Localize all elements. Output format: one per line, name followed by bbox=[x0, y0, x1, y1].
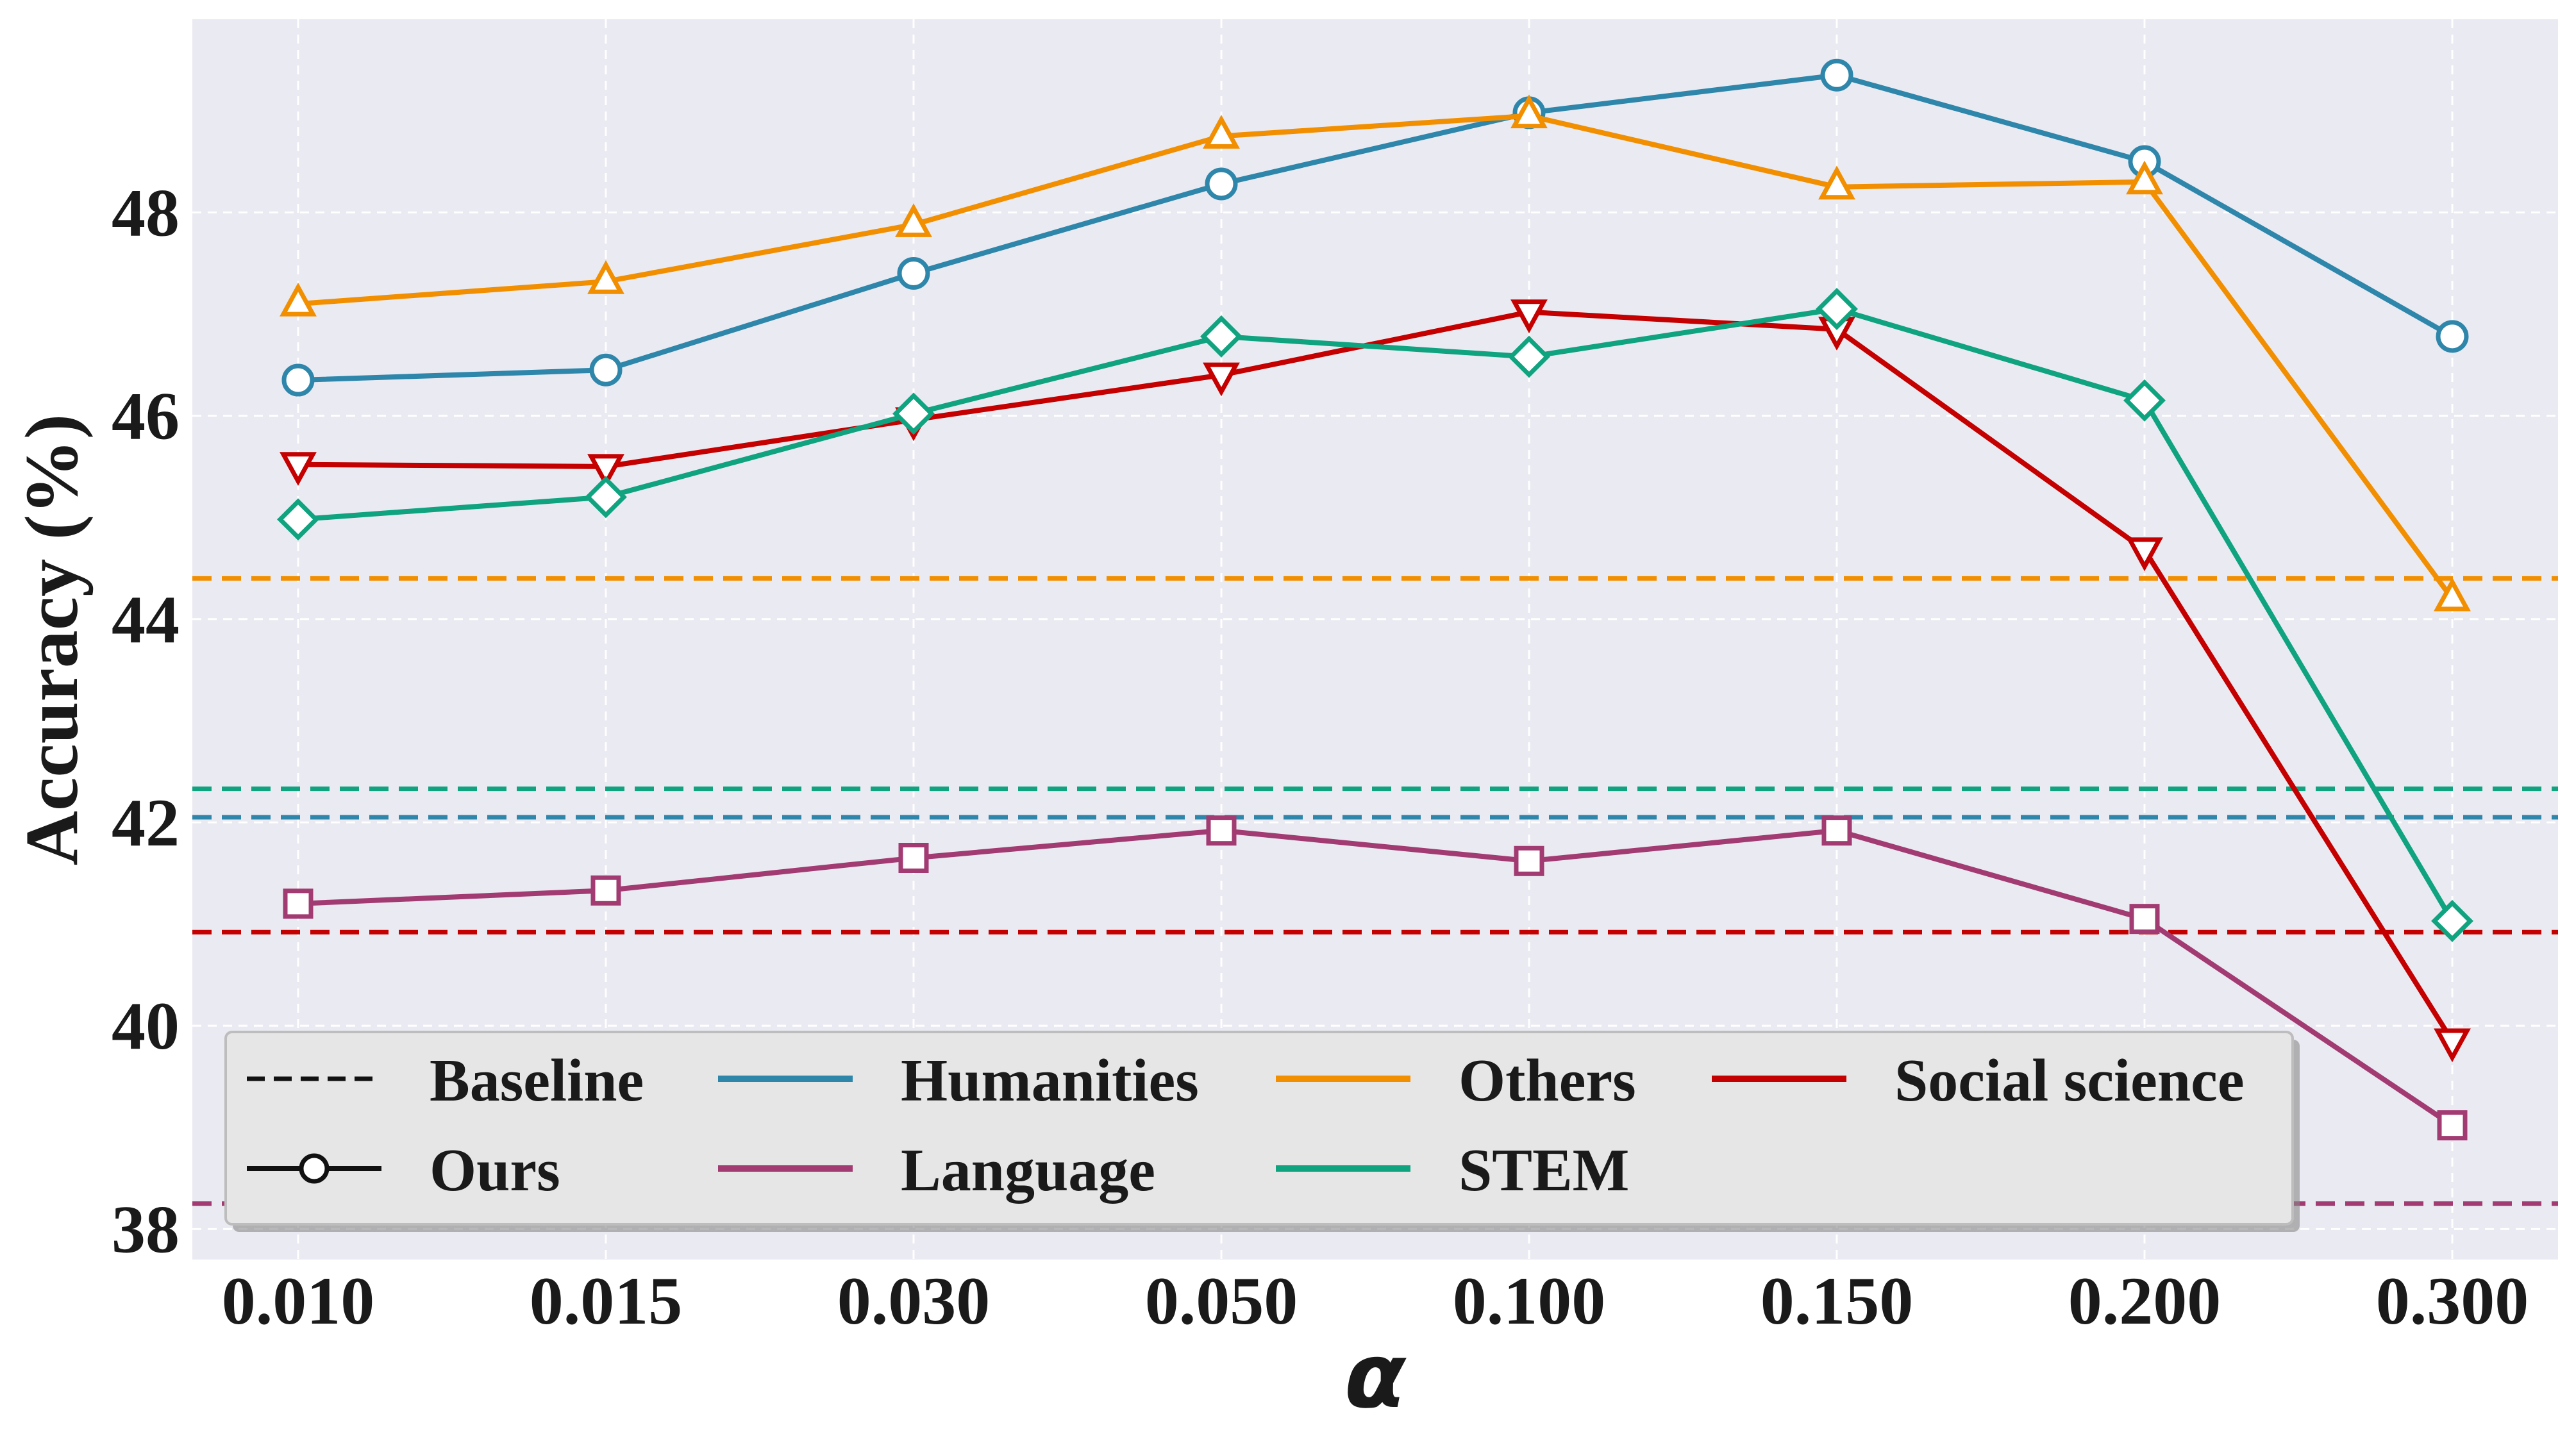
y-tick-label: 42 bbox=[112, 785, 180, 860]
data-point bbox=[2123, 379, 2166, 422]
data-point bbox=[1205, 167, 1238, 201]
data-point bbox=[590, 875, 621, 906]
y-tick-label: 38 bbox=[112, 1192, 180, 1267]
data-point bbox=[280, 452, 317, 486]
data-point bbox=[895, 203, 932, 237]
data-point bbox=[1200, 315, 1242, 358]
data-point bbox=[2431, 899, 2473, 942]
legend-label: Social science bbox=[1894, 1047, 2245, 1114]
x-tick-label: 0.030 bbox=[837, 1263, 991, 1338]
data-point bbox=[2126, 537, 2163, 572]
data-point bbox=[2437, 1110, 2468, 1141]
data-point bbox=[587, 260, 624, 294]
data-point bbox=[898, 843, 929, 874]
x-tick-label: 0.200 bbox=[2068, 1263, 2221, 1338]
y-tick-label: 48 bbox=[112, 175, 180, 250]
y-axis-label: Accuracy (%) bbox=[10, 414, 94, 865]
series-line bbox=[297, 72, 2454, 383]
data-point bbox=[1203, 115, 1240, 149]
legend-item: Baseline bbox=[247, 1047, 644, 1114]
legend-item: STEM bbox=[1276, 1137, 1629, 1204]
series-others bbox=[280, 94, 2471, 611]
series-line bbox=[297, 306, 2455, 922]
data-point bbox=[1821, 815, 1852, 846]
data-point bbox=[892, 392, 935, 435]
data-point bbox=[1514, 845, 1544, 876]
data-point bbox=[1820, 58, 1853, 92]
data-point bbox=[589, 353, 623, 387]
series-line bbox=[297, 828, 2454, 1127]
legend-item: Ours bbox=[247, 1137, 560, 1204]
y-tick-label: 46 bbox=[112, 379, 180, 454]
x-tick-label: 0.150 bbox=[1761, 1263, 1914, 1338]
x-tick-label: 0.100 bbox=[1453, 1263, 1606, 1338]
data-point bbox=[2436, 320, 2469, 353]
legend-label: Baseline bbox=[430, 1047, 644, 1114]
series-line bbox=[297, 113, 2455, 601]
data-point bbox=[2126, 160, 2163, 195]
data-point bbox=[897, 257, 930, 290]
legend-label: Ours bbox=[430, 1137, 560, 1204]
data-point bbox=[2129, 904, 2160, 935]
data-point bbox=[587, 454, 624, 488]
legend-item: Language bbox=[718, 1137, 1155, 1204]
data-point bbox=[1510, 299, 1548, 334]
legend-item: Social science bbox=[1712, 1047, 2245, 1114]
data-point bbox=[283, 888, 314, 919]
legend-label: STEM bbox=[1459, 1137, 1629, 1204]
data-point bbox=[1510, 94, 1548, 129]
data-point bbox=[1203, 362, 1240, 397]
data-point bbox=[2434, 577, 2471, 611]
x-tick-label: 0.010 bbox=[222, 1263, 375, 1338]
series-line bbox=[297, 309, 2455, 1043]
y-tick-label: 40 bbox=[112, 988, 180, 1063]
legend-label: Language bbox=[901, 1137, 1155, 1204]
series-group bbox=[277, 58, 2473, 1141]
x-tick-label: 0.300 bbox=[2376, 1263, 2529, 1338]
x-axis-label: α bbox=[1344, 1324, 1407, 1429]
legend-item: Humanities bbox=[718, 1047, 1199, 1114]
data-point bbox=[1508, 335, 1550, 378]
data-point bbox=[585, 476, 627, 519]
data-point bbox=[2434, 1028, 2471, 1063]
y-tick-label: 44 bbox=[112, 582, 180, 657]
series-stem bbox=[277, 288, 2473, 942]
legend-label: Humanities bbox=[901, 1047, 1199, 1114]
data-point bbox=[1816, 288, 1858, 330]
legend-item: Others bbox=[1276, 1047, 1636, 1114]
data-point bbox=[281, 363, 315, 397]
legend-label: Others bbox=[1459, 1047, 1636, 1114]
data-point bbox=[1206, 815, 1237, 846]
legend: Baseline Humanities Others Social science Ou… bbox=[224, 1031, 2300, 1232]
data-point bbox=[1818, 165, 1855, 200]
y-tick-labels: 38 40 42 44 46 48 bbox=[112, 175, 180, 1267]
legend-swatch-marker bbox=[299, 1153, 330, 1184]
data-point bbox=[277, 498, 319, 541]
x-tick-label: 0.050 bbox=[1145, 1263, 1298, 1338]
data-point bbox=[280, 282, 317, 317]
x-tick-label: 0.015 bbox=[530, 1263, 683, 1338]
series-language bbox=[283, 815, 2468, 1141]
x-tick-labels: 0.010 0.015 0.030 0.050 0.100 0.150 0.200 0.300 bbox=[222, 1263, 2529, 1338]
